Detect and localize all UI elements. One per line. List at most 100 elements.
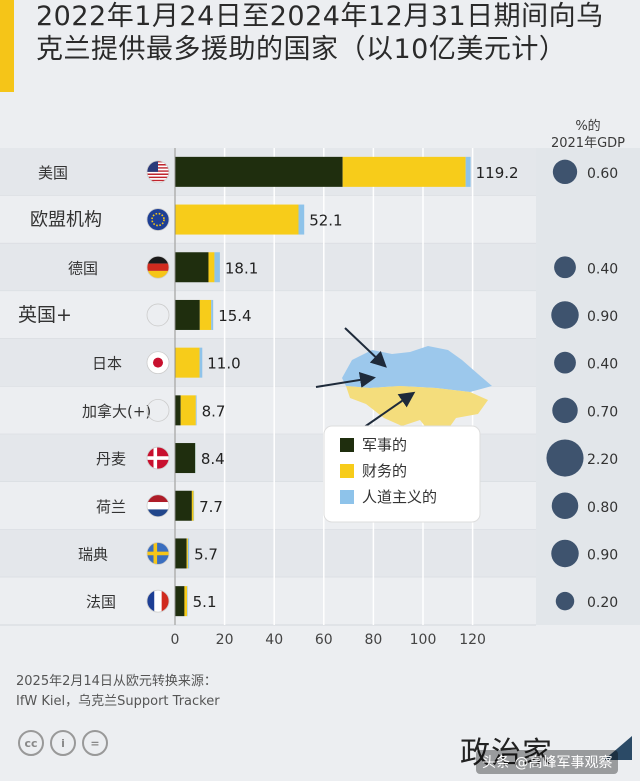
gdp-value-label: 0.90 (587, 547, 618, 563)
map-arrow (359, 391, 416, 431)
gdp-bubble (552, 397, 578, 424)
category-label: 法国 (86, 593, 116, 611)
gdp-bubble (555, 591, 575, 611)
flag-stripe (147, 181, 169, 183)
bar-segment-financial (191, 490, 194, 521)
bar-segment-humanitarian (465, 156, 471, 187)
flag-stripe (161, 590, 169, 613)
gdp-bubble (552, 159, 578, 185)
bar-segment-financial (175, 204, 299, 235)
x-tick-label: 120 (459, 632, 486, 648)
bar-total-label: 15.4 (218, 307, 251, 325)
nl-flag-icon-fill (147, 494, 169, 517)
flag-outline (146, 303, 170, 327)
flag-stripe (147, 160, 158, 172)
row-background (0, 529, 536, 578)
bar-segment-humanitarian (195, 395, 197, 426)
nl-flag-icon (146, 494, 170, 518)
us-flag-icon (146, 160, 170, 184)
flag-outline (146, 398, 170, 422)
flag-stripe (147, 174, 169, 177)
attribution-icon: i (50, 730, 76, 756)
legend-label: 军事的 (362, 436, 407, 454)
map-south-region (346, 386, 488, 432)
bar-total-label: 18.1 (225, 259, 258, 277)
gdp-value-label: 0.80 (587, 500, 618, 516)
bar-total-label: 52.1 (309, 212, 342, 230)
fr-flag-icon-fill (147, 590, 169, 613)
cc-icon: cc (18, 730, 44, 756)
eu-stars (151, 212, 165, 227)
flag-stripe (147, 176, 169, 179)
x-tick-label: 40 (265, 632, 283, 648)
flag-stripe (147, 208, 169, 231)
bar-total-label: 11.0 (207, 355, 240, 373)
us-flag-icon-fill (147, 160, 169, 183)
flag-stripe (147, 171, 169, 174)
title-accent-bar (0, 0, 14, 92)
x-tick-label: 60 (315, 632, 333, 648)
bar-segment-military (175, 395, 181, 426)
flag-outline (146, 351, 170, 375)
de-flag-icon-fill (147, 256, 169, 279)
flag-stripe (147, 178, 169, 180)
bar-segment-financial (175, 347, 200, 378)
bar-segment-financial (180, 395, 196, 426)
flag-stripe (154, 590, 162, 613)
gdp-value-label: 0.20 (587, 595, 618, 611)
flag-outline (146, 160, 170, 184)
x-tick-label: 0 (171, 632, 180, 648)
flag-stripe (147, 256, 169, 264)
flag-outline (146, 208, 170, 231)
flag-stripe (147, 590, 155, 613)
map-arrow (315, 372, 376, 388)
flag-stripe (147, 263, 169, 271)
flag-stripe (147, 270, 169, 279)
jp-flag-icon-fill (147, 351, 169, 374)
bar-total-label: 5.7 (194, 545, 218, 563)
bar-total-label: 8.4 (201, 450, 225, 468)
bar-segment-financial (199, 299, 212, 330)
flag-stripe (153, 447, 158, 470)
bar-segment-military (175, 490, 192, 521)
flag-outline (146, 494, 170, 518)
bar-segment-military (175, 443, 196, 474)
chart-title: 2022年1月24日至2024年12月31日期间向乌克兰提供最多援助的国家（以1… (36, 1, 604, 65)
flag-outline (146, 446, 170, 470)
jp-disc (153, 357, 163, 368)
ca-flag-icon (146, 398, 170, 422)
se-flag-icon-fill (147, 542, 169, 565)
gdp-value-label: 0.40 (587, 261, 618, 277)
category-label: 丹麦 (96, 450, 126, 468)
flag-outline (146, 255, 170, 279)
bar-segment-financial (184, 586, 188, 617)
gdp-column-background (536, 148, 640, 625)
uk-flag-icon (146, 303, 170, 327)
bar-segment-humanitarian (298, 204, 305, 235)
flag-outline (146, 589, 170, 613)
gdp-value-label: 0.40 (587, 357, 618, 373)
fr-flag-icon (146, 589, 170, 613)
bar-total-label: 8.7 (202, 402, 226, 420)
row-background (0, 577, 536, 625)
legend-swatch (340, 464, 354, 478)
bar-segment-humanitarian (187, 538, 190, 569)
gdp-value-label: 2.20 (587, 452, 618, 468)
gdp-bubble (551, 301, 579, 329)
category-label: 荷兰 (96, 498, 126, 516)
gdp-column-header: %的 2021年GDP (536, 118, 640, 152)
bar-total-label: 7.7 (199, 498, 223, 516)
legend-label: 人道主义的 (362, 488, 437, 506)
source-line-2: IfW Kiel，乌克兰Support Tracker (16, 694, 220, 709)
de-flag-icon (146, 255, 170, 279)
bar-segment-military (175, 586, 185, 617)
no-derivatives-icon: = (82, 730, 108, 756)
flag-stripe (147, 494, 169, 503)
bar-segment-humanitarian (211, 299, 214, 330)
category-label: 加拿大(+) (82, 402, 151, 420)
bar-segment-financial (342, 156, 466, 187)
bar-segment-military (175, 538, 187, 569)
bar-segment-military (175, 299, 200, 330)
gdp-bubble (551, 492, 579, 519)
